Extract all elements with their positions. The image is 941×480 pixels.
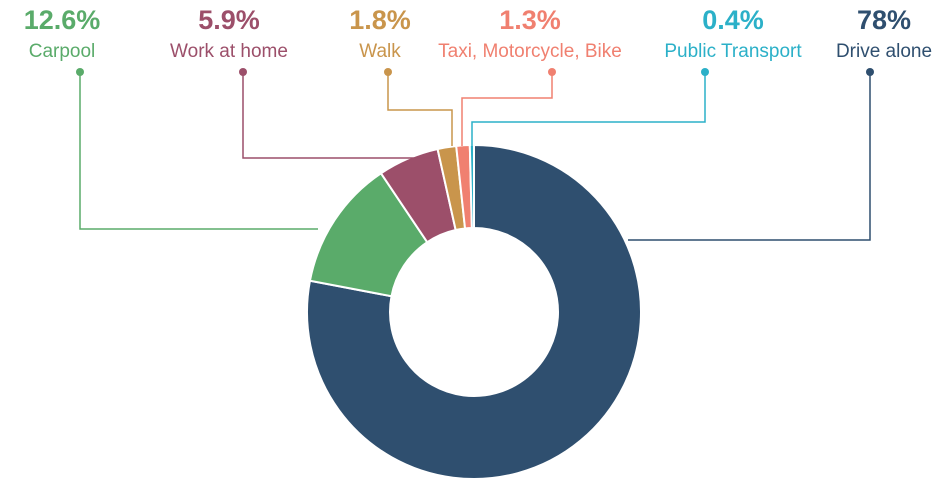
leader-dot bbox=[384, 68, 392, 76]
leader-line bbox=[242, 72, 438, 159]
leader-line bbox=[387, 72, 453, 146]
value-label: 78% bbox=[857, 5, 911, 35]
donut-slice bbox=[468, 143, 475, 230]
leader-dot bbox=[239, 68, 247, 76]
leader-line bbox=[79, 72, 318, 230]
leader-line bbox=[628, 72, 871, 241]
category-label: Work at home bbox=[170, 41, 288, 62]
donut-slice bbox=[306, 143, 642, 480]
leader-dot bbox=[701, 68, 709, 76]
value-label: 1.3% bbox=[499, 5, 561, 35]
category-label: Taxi, Motorcycle, Bike bbox=[438, 41, 622, 62]
leader-line bbox=[471, 72, 706, 146]
category-label: Carpool bbox=[29, 41, 96, 62]
category-label: Public Transport bbox=[664, 41, 802, 62]
value-label: 12.6% bbox=[24, 5, 101, 35]
category-label: Drive alone bbox=[836, 41, 932, 62]
leader-dot bbox=[866, 68, 874, 76]
value-label: 1.8% bbox=[349, 5, 411, 35]
value-label: 0.4% bbox=[702, 5, 764, 35]
category-label: Walk bbox=[359, 41, 401, 62]
leader-dot bbox=[76, 68, 84, 76]
value-label: 5.9% bbox=[198, 5, 260, 35]
leader-dot bbox=[548, 68, 556, 76]
leader-line bbox=[461, 72, 553, 146]
